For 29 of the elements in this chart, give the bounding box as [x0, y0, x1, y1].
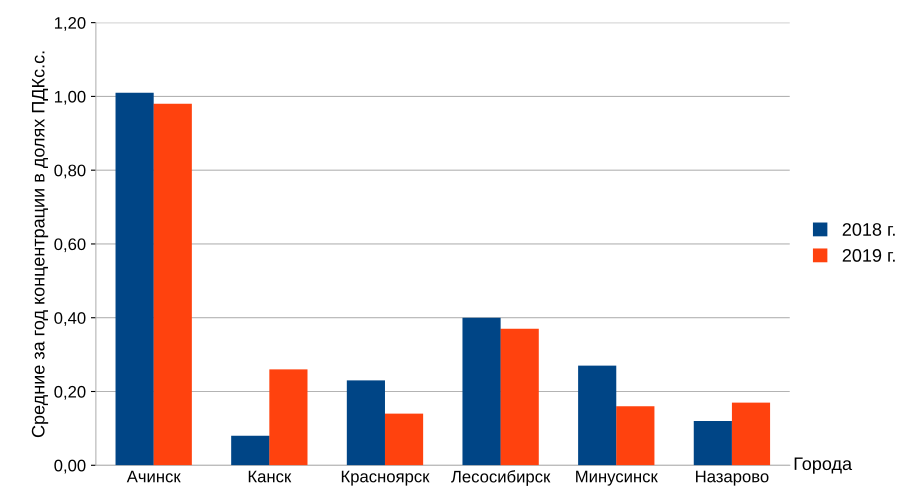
x-tick-label: Лесосибирск — [451, 470, 550, 486]
bar — [269, 369, 308, 466]
bar — [462, 318, 501, 466]
y-tick-label: 0,40 — [54, 312, 86, 326]
bar — [231, 436, 270, 466]
bar — [732, 402, 770, 466]
bar — [384, 414, 424, 466]
x-axis-title: Города — [794, 458, 852, 474]
bar — [694, 421, 732, 466]
x-tick-label: Назарово — [696, 470, 768, 486]
bar — [616, 406, 654, 466]
legend-label: 2019 г. — [842, 249, 895, 262]
y-axis-title: Средние за год концентрации в долях ПДКс.с. — [32, 52, 48, 438]
y-tick-label: 0,00 — [54, 460, 86, 474]
y-tick-label: 0,20 — [54, 386, 86, 400]
legend-label: 2018 г. — [842, 223, 895, 236]
y-tick-label: 0,60 — [54, 238, 86, 252]
bar — [500, 328, 539, 466]
x-tick-label: Ачинск — [126, 470, 181, 482]
x-tick-label: Красноярск — [342, 470, 430, 486]
x-tick-label: Канск — [248, 470, 292, 482]
bar — [578, 366, 616, 466]
x-tick-label: Минусинск — [576, 470, 658, 486]
y-tick-label: 0,80 — [54, 164, 86, 178]
y-tick-label: 1,20 — [54, 17, 86, 31]
bar — [346, 380, 385, 466]
y-tick-label: 1,00 — [54, 90, 86, 105]
bar — [154, 104, 192, 466]
bar — [116, 92, 154, 466]
